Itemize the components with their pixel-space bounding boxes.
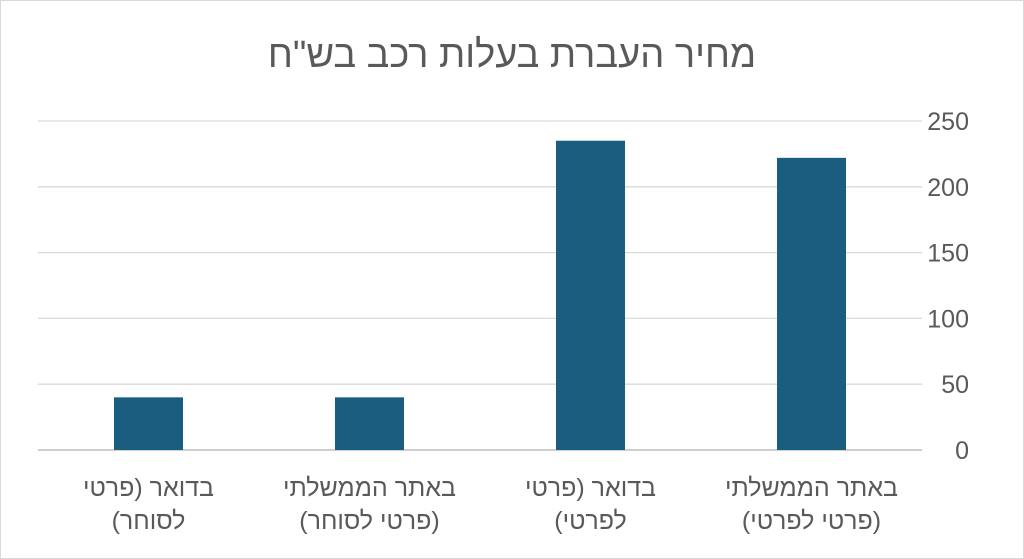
bar — [335, 397, 404, 450]
bar — [556, 140, 625, 451]
x-category-label: באתר הממשלתי (פרטי לסוחר) — [283, 474, 456, 535]
x-category-label: בדואר (פרטי לסוחר) — [82, 474, 215, 535]
y-tick-label: 250 — [927, 108, 969, 136]
y-tick-label: 100 — [927, 305, 969, 333]
y-tick-label: 0 — [955, 437, 969, 465]
bar — [777, 157, 846, 450]
y-tick-label: 150 — [927, 240, 969, 268]
y-tick-label: 50 — [941, 371, 969, 399]
chart-title: מחיר העברת בעלות רכב בש"ח — [267, 34, 757, 76]
x-category-label: בדואר (פרטי לפרטי) — [524, 474, 657, 535]
bar — [114, 397, 183, 450]
x-category-label: באתר הממשלתי (פרטי לפרטי) — [725, 474, 898, 535]
y-tick-label: 200 — [927, 174, 969, 202]
